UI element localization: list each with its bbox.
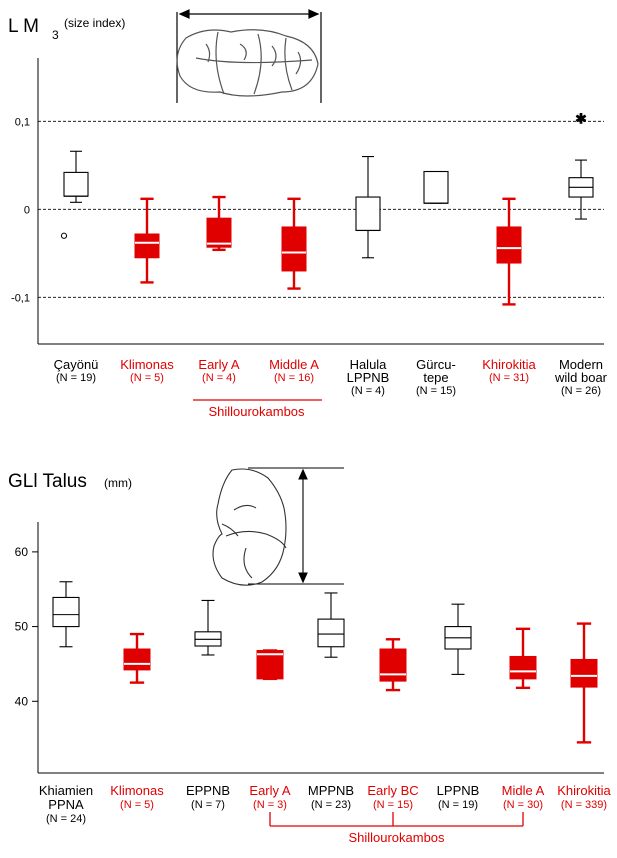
category-n-label: (N = 16) <box>274 372 314 384</box>
box-0 <box>60 150 89 239</box>
category-n-label: (N = 3) <box>253 799 287 811</box>
talus-illustration <box>212 467 344 586</box>
y-tick-label: 0 <box>24 204 30 216</box>
category-label: Modern <box>559 357 603 372</box>
box-5 <box>379 638 407 692</box>
box-7 <box>509 627 537 690</box>
box-4 <box>317 592 345 658</box>
y-tick-label: 0,1 <box>15 116 30 128</box>
bracket-label: Shillourokambos <box>348 830 445 845</box>
box-0 <box>52 581 80 648</box>
category-label: LPPNB <box>347 370 390 385</box>
box-iqr <box>134 233 160 259</box>
box-iqr <box>317 618 345 648</box>
box-iqr <box>496 226 522 264</box>
box-5 <box>423 170 449 204</box>
category-label: Middle A <box>269 357 319 372</box>
box-2 <box>194 599 222 656</box>
category-label: wild boar <box>554 370 608 385</box>
category-n-label: (N = 4) <box>351 385 385 397</box>
panel1-group-bracket: Shillourokambos <box>193 399 322 419</box>
bracket-label: Shillourokambos <box>208 404 305 419</box>
panel1-title-subscript: 3 <box>52 28 59 42</box>
category-label: Gürcu- <box>416 357 456 372</box>
category-label: Çayönü <box>54 357 99 372</box>
panel2-group-bracket: Shillourokambos <box>269 812 524 845</box>
category-n-label: (N = 4) <box>202 372 236 384</box>
panel1-category-labels: Çayönü(N = 19)Klimonas(N = 5)Early A(N =… <box>54 357 608 397</box>
category-label: Midle A <box>502 783 545 798</box>
category-label: MPPNB <box>308 783 354 798</box>
box-iqr <box>206 217 232 248</box>
category-label: Khirokitia <box>482 357 536 372</box>
box-7: ✱ <box>568 111 594 220</box>
category-n-label: (N = 26) <box>561 385 601 397</box>
category-label: Klimonas <box>110 783 164 798</box>
box-iqr <box>570 658 598 688</box>
box-iqr <box>509 655 537 680</box>
category-label: Halula <box>350 357 388 372</box>
y-tick-label: 60 <box>15 545 29 559</box>
outlier-point <box>60 232 68 239</box>
box-1 <box>134 197 160 284</box>
box-4 <box>355 156 381 259</box>
category-label: Khiamien <box>39 783 93 798</box>
box-iqr <box>123 648 151 671</box>
category-label: tepe <box>423 370 448 385</box>
panel1-title-unit: (size index) <box>64 16 125 30</box>
box-iqr <box>379 648 407 682</box>
panel1-title: L M <box>8 16 39 37</box>
category-n-label: (N = 15) <box>416 385 456 397</box>
category-n-label: (N = 23) <box>311 799 351 811</box>
y-tick-label: 50 <box>15 620 29 634</box>
y-tick-label: 40 <box>15 694 29 708</box>
category-n-label: (N = 15) <box>373 799 413 811</box>
category-n-label: (N = 339) <box>561 799 607 811</box>
box-8 <box>570 622 598 744</box>
box-3 <box>256 649 284 681</box>
category-label: PPNA <box>48 797 84 812</box>
category-n-label: (N = 24) <box>46 813 86 825</box>
category-n-label: (N = 7) <box>191 799 225 811</box>
box-6 <box>496 197 522 306</box>
category-n-label: (N = 31) <box>489 372 529 384</box>
category-n-label: (N = 5) <box>130 372 164 384</box>
category-label: Khirokitia <box>557 783 611 798</box>
panel1-gridlines <box>38 120 604 298</box>
box-2 <box>206 195 232 252</box>
category-n-label: (N = 19) <box>56 372 96 384</box>
category-label: Early A <box>249 783 291 798</box>
box-iqr <box>63 171 89 197</box>
category-n-label: (N = 30) <box>503 799 543 811</box>
molar-illustration <box>176 9 322 103</box>
panel2-ticks <box>32 551 38 702</box>
box-3 <box>281 197 307 290</box>
category-label: EPPNB <box>186 783 230 798</box>
panel1-boxes: ✱ <box>60 111 594 306</box>
panel2-boxes <box>52 581 598 744</box>
category-n-label: (N = 5) <box>120 799 154 811</box>
category-label: LPPNB <box>437 783 480 798</box>
panel2-tick-labels: 60 50 40 <box>15 545 29 708</box>
box-iqr <box>281 226 307 272</box>
box-iqr <box>355 196 381 232</box>
category-n-label: (N = 19) <box>438 799 478 811</box>
panel-size-index: L M 3 (size index) 0,10-0,1 ✱ Çayönü(N =… <box>8 9 608 419</box>
category-label: Early BC <box>367 783 418 798</box>
category-label: Early A <box>198 357 240 372</box>
box-6 <box>444 603 472 675</box>
panel1-tick-labels: 0,1 0 -0,1 <box>11 116 30 304</box>
box-iqr <box>52 596 80 628</box>
panel2-title: GLl Talus <box>8 471 87 492</box>
box-1 <box>123 632 151 684</box>
box-iqr <box>423 170 449 204</box>
panel2-title-unit: (mm) <box>104 476 132 490</box>
extreme-point: ✱ <box>575 111 587 127</box>
y-tick-label: -0,1 <box>11 292 30 304</box>
category-label: Klimonas <box>120 357 174 372</box>
